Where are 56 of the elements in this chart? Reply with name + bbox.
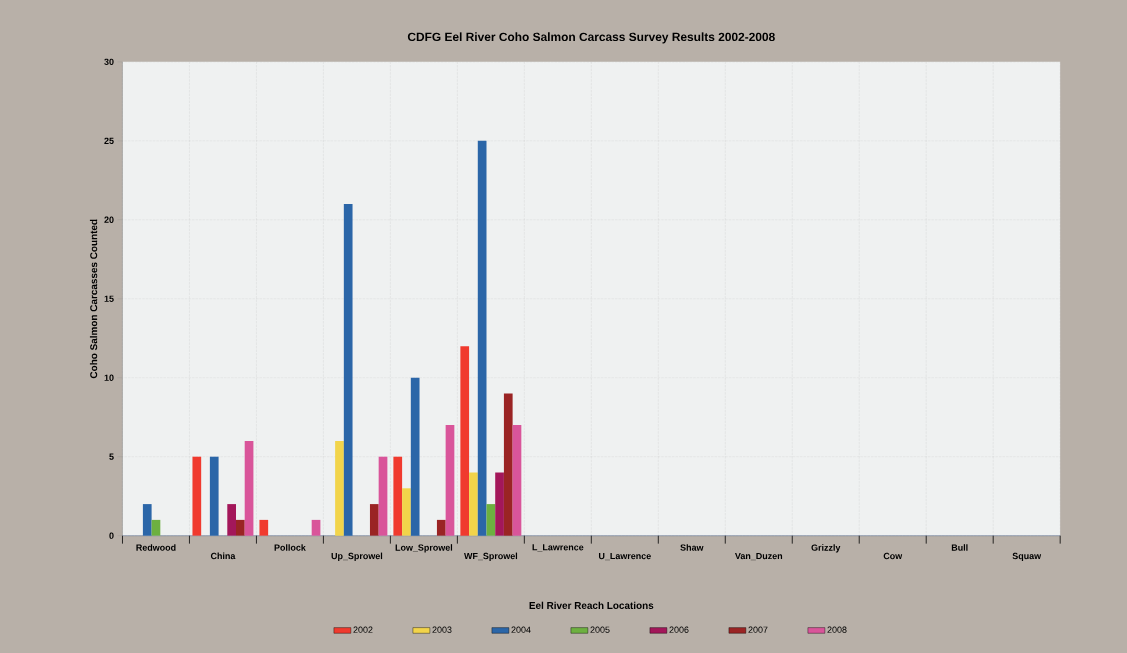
bar xyxy=(503,393,513,536)
legend-label: 2005 xyxy=(590,626,610,633)
bar xyxy=(477,140,487,536)
x-tick-label: Up_Sprowel xyxy=(331,552,383,561)
x-tick-label: WF_Sprowel xyxy=(464,552,518,561)
bar xyxy=(445,424,455,536)
bar xyxy=(227,503,236,536)
legend-label: 2007 xyxy=(748,626,768,633)
x-tick-label: Redwood xyxy=(136,543,176,551)
chart-title: CDFG Eel River Coho Salmon Carcass Survey Results 2002-2008 xyxy=(407,32,775,44)
x-tick-label: U_Lawrence xyxy=(598,552,651,560)
bar xyxy=(495,472,504,536)
legend-label: 2004 xyxy=(511,626,531,633)
x-tick-label: Cow xyxy=(883,552,903,559)
bar xyxy=(192,456,202,536)
bar xyxy=(486,503,496,536)
bar xyxy=(436,519,446,536)
x-tick-label: Low_Sprowel xyxy=(395,543,453,553)
bar xyxy=(402,488,411,536)
bar xyxy=(460,345,470,536)
x-tick-label: Shaw xyxy=(680,543,704,551)
bar xyxy=(209,456,219,536)
bar xyxy=(393,456,403,536)
x-tick-label: Bull xyxy=(951,543,968,551)
legend-label: 2008 xyxy=(827,626,847,633)
bar xyxy=(343,203,353,536)
y-tick-label: 10 xyxy=(104,374,114,381)
x-tick-label: L_Lawrence xyxy=(532,543,584,552)
bar xyxy=(335,440,344,536)
bar xyxy=(236,519,245,536)
x-tick-label: Grizzly xyxy=(811,543,841,553)
bar xyxy=(244,440,254,536)
y-axis-title: Coho Salmon Carcasses Counted xyxy=(89,219,98,378)
y-tick-label: 25 xyxy=(104,137,114,144)
y-tick-label: 5 xyxy=(109,453,114,460)
bar xyxy=(142,503,152,536)
legend-label: 2003 xyxy=(432,626,452,633)
y-tick-label: 20 xyxy=(104,216,114,223)
y-tick-label: 30 xyxy=(104,58,114,65)
x-tick-label: Squaw xyxy=(1012,552,1042,561)
bar xyxy=(311,519,321,536)
legend-label: 2002 xyxy=(353,626,373,633)
x-tick-label: China xyxy=(210,552,236,559)
bar xyxy=(410,377,420,536)
bar xyxy=(469,472,478,536)
x-tick-label: Pollock xyxy=(274,543,306,551)
bar xyxy=(369,503,379,536)
x-axis-title: Eel River Reach Locations xyxy=(529,601,654,609)
legend-label: 2006 xyxy=(669,626,689,633)
bar xyxy=(512,424,522,536)
bar xyxy=(151,519,161,536)
y-tick-label: 0 xyxy=(109,532,114,539)
x-tick-label: Van_Duzen xyxy=(734,552,783,560)
bar xyxy=(378,456,388,536)
bar xyxy=(259,519,269,536)
y-tick-label: 15 xyxy=(104,295,114,302)
